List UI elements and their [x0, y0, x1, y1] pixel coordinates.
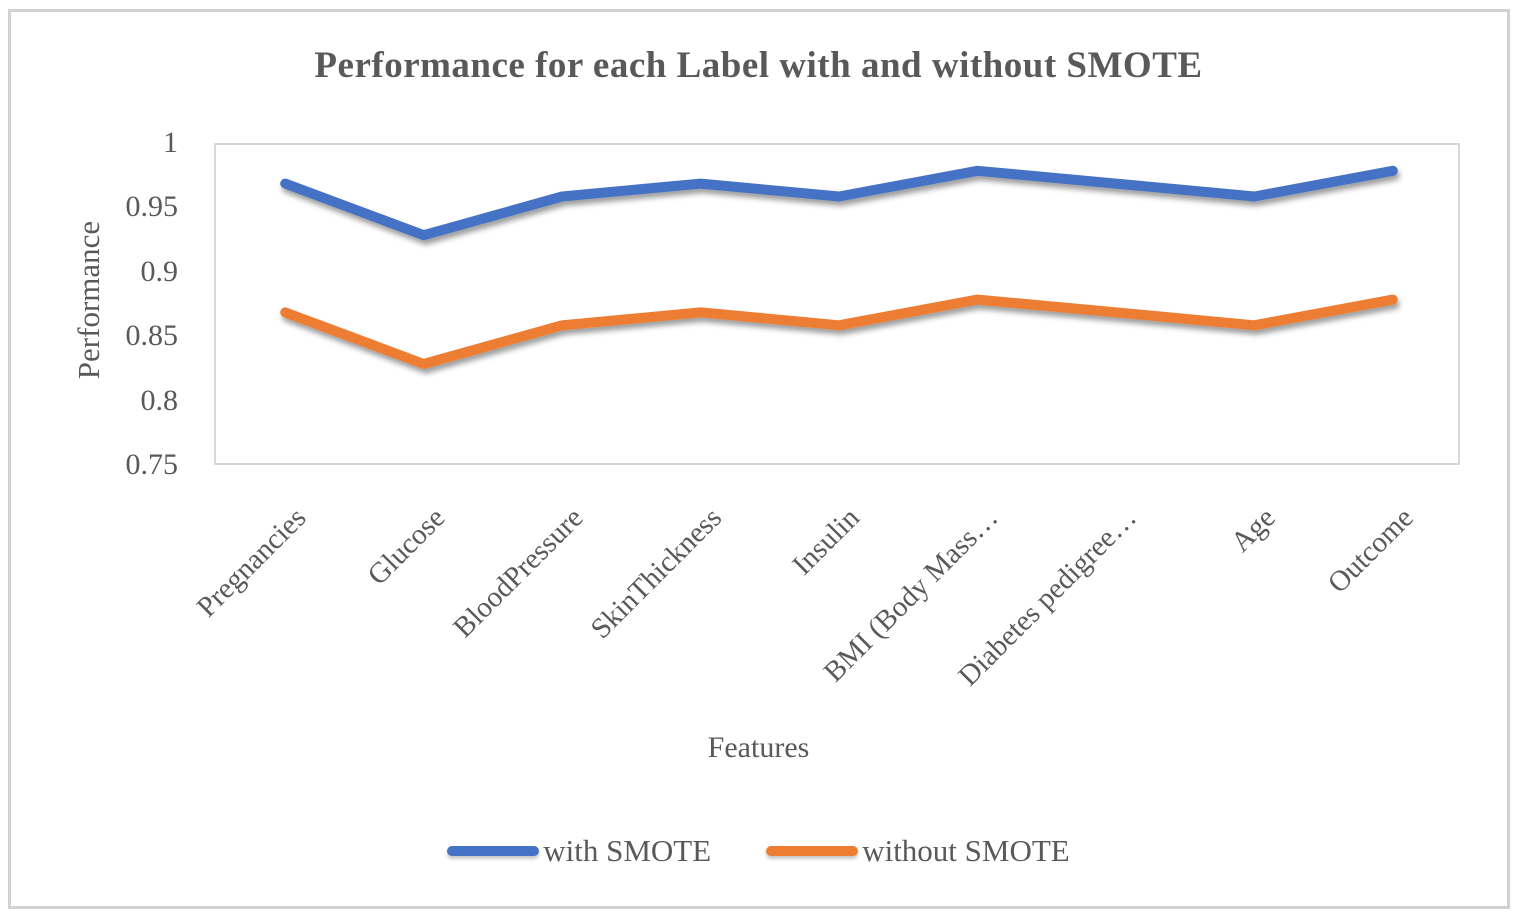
- plot-area: [214, 143, 1460, 465]
- x-tick-label-insulin: Insulin: [786, 501, 867, 582]
- y-tick-label: 0.85: [125, 319, 179, 353]
- legend-label: with SMOTE: [543, 833, 712, 868]
- series-line-without-smote: [280, 294, 1398, 369]
- legend-item-with-smote: with SMOTE: [447, 833, 711, 869]
- x-tick-label-outcome: Outcome: [1322, 501, 1421, 600]
- y-tick-label: 0.9: [140, 254, 179, 288]
- series-line-with-smote: [280, 165, 1398, 241]
- x-tick-label-glucose: Glucose: [361, 501, 451, 592]
- x-tick-label-skinthickness: SkinThickness: [584, 501, 728, 646]
- x-tick-label-pregnancies: Pregnancies: [190, 501, 313, 624]
- legend-swatch-without-smote: [766, 846, 859, 856]
- y-axis-title: Performance: [71, 220, 106, 380]
- legend-item-without-smote: without SMOTE: [766, 833, 1070, 869]
- y-tick-label: 0.75: [125, 448, 179, 481]
- legend: with SMOTE without SMOTE: [0, 833, 1517, 869]
- x-tick-label-bloodpressure: BloodPressure: [447, 501, 590, 644]
- y-tick-label: 1: [163, 126, 178, 159]
- legend-swatch-with-smote: [447, 846, 540, 856]
- x-axis-title: Features: [707, 731, 810, 764]
- y-tick-label: 0.95: [125, 190, 179, 224]
- y-tick-label: 0.8: [140, 383, 179, 417]
- x-tick-label-age: Age: [1224, 501, 1282, 559]
- chart-title: Performance for each Label with and with…: [314, 45, 1203, 86]
- line-plot: [280, 165, 1398, 369]
- legend-label: without SMOTE: [862, 833, 1070, 868]
